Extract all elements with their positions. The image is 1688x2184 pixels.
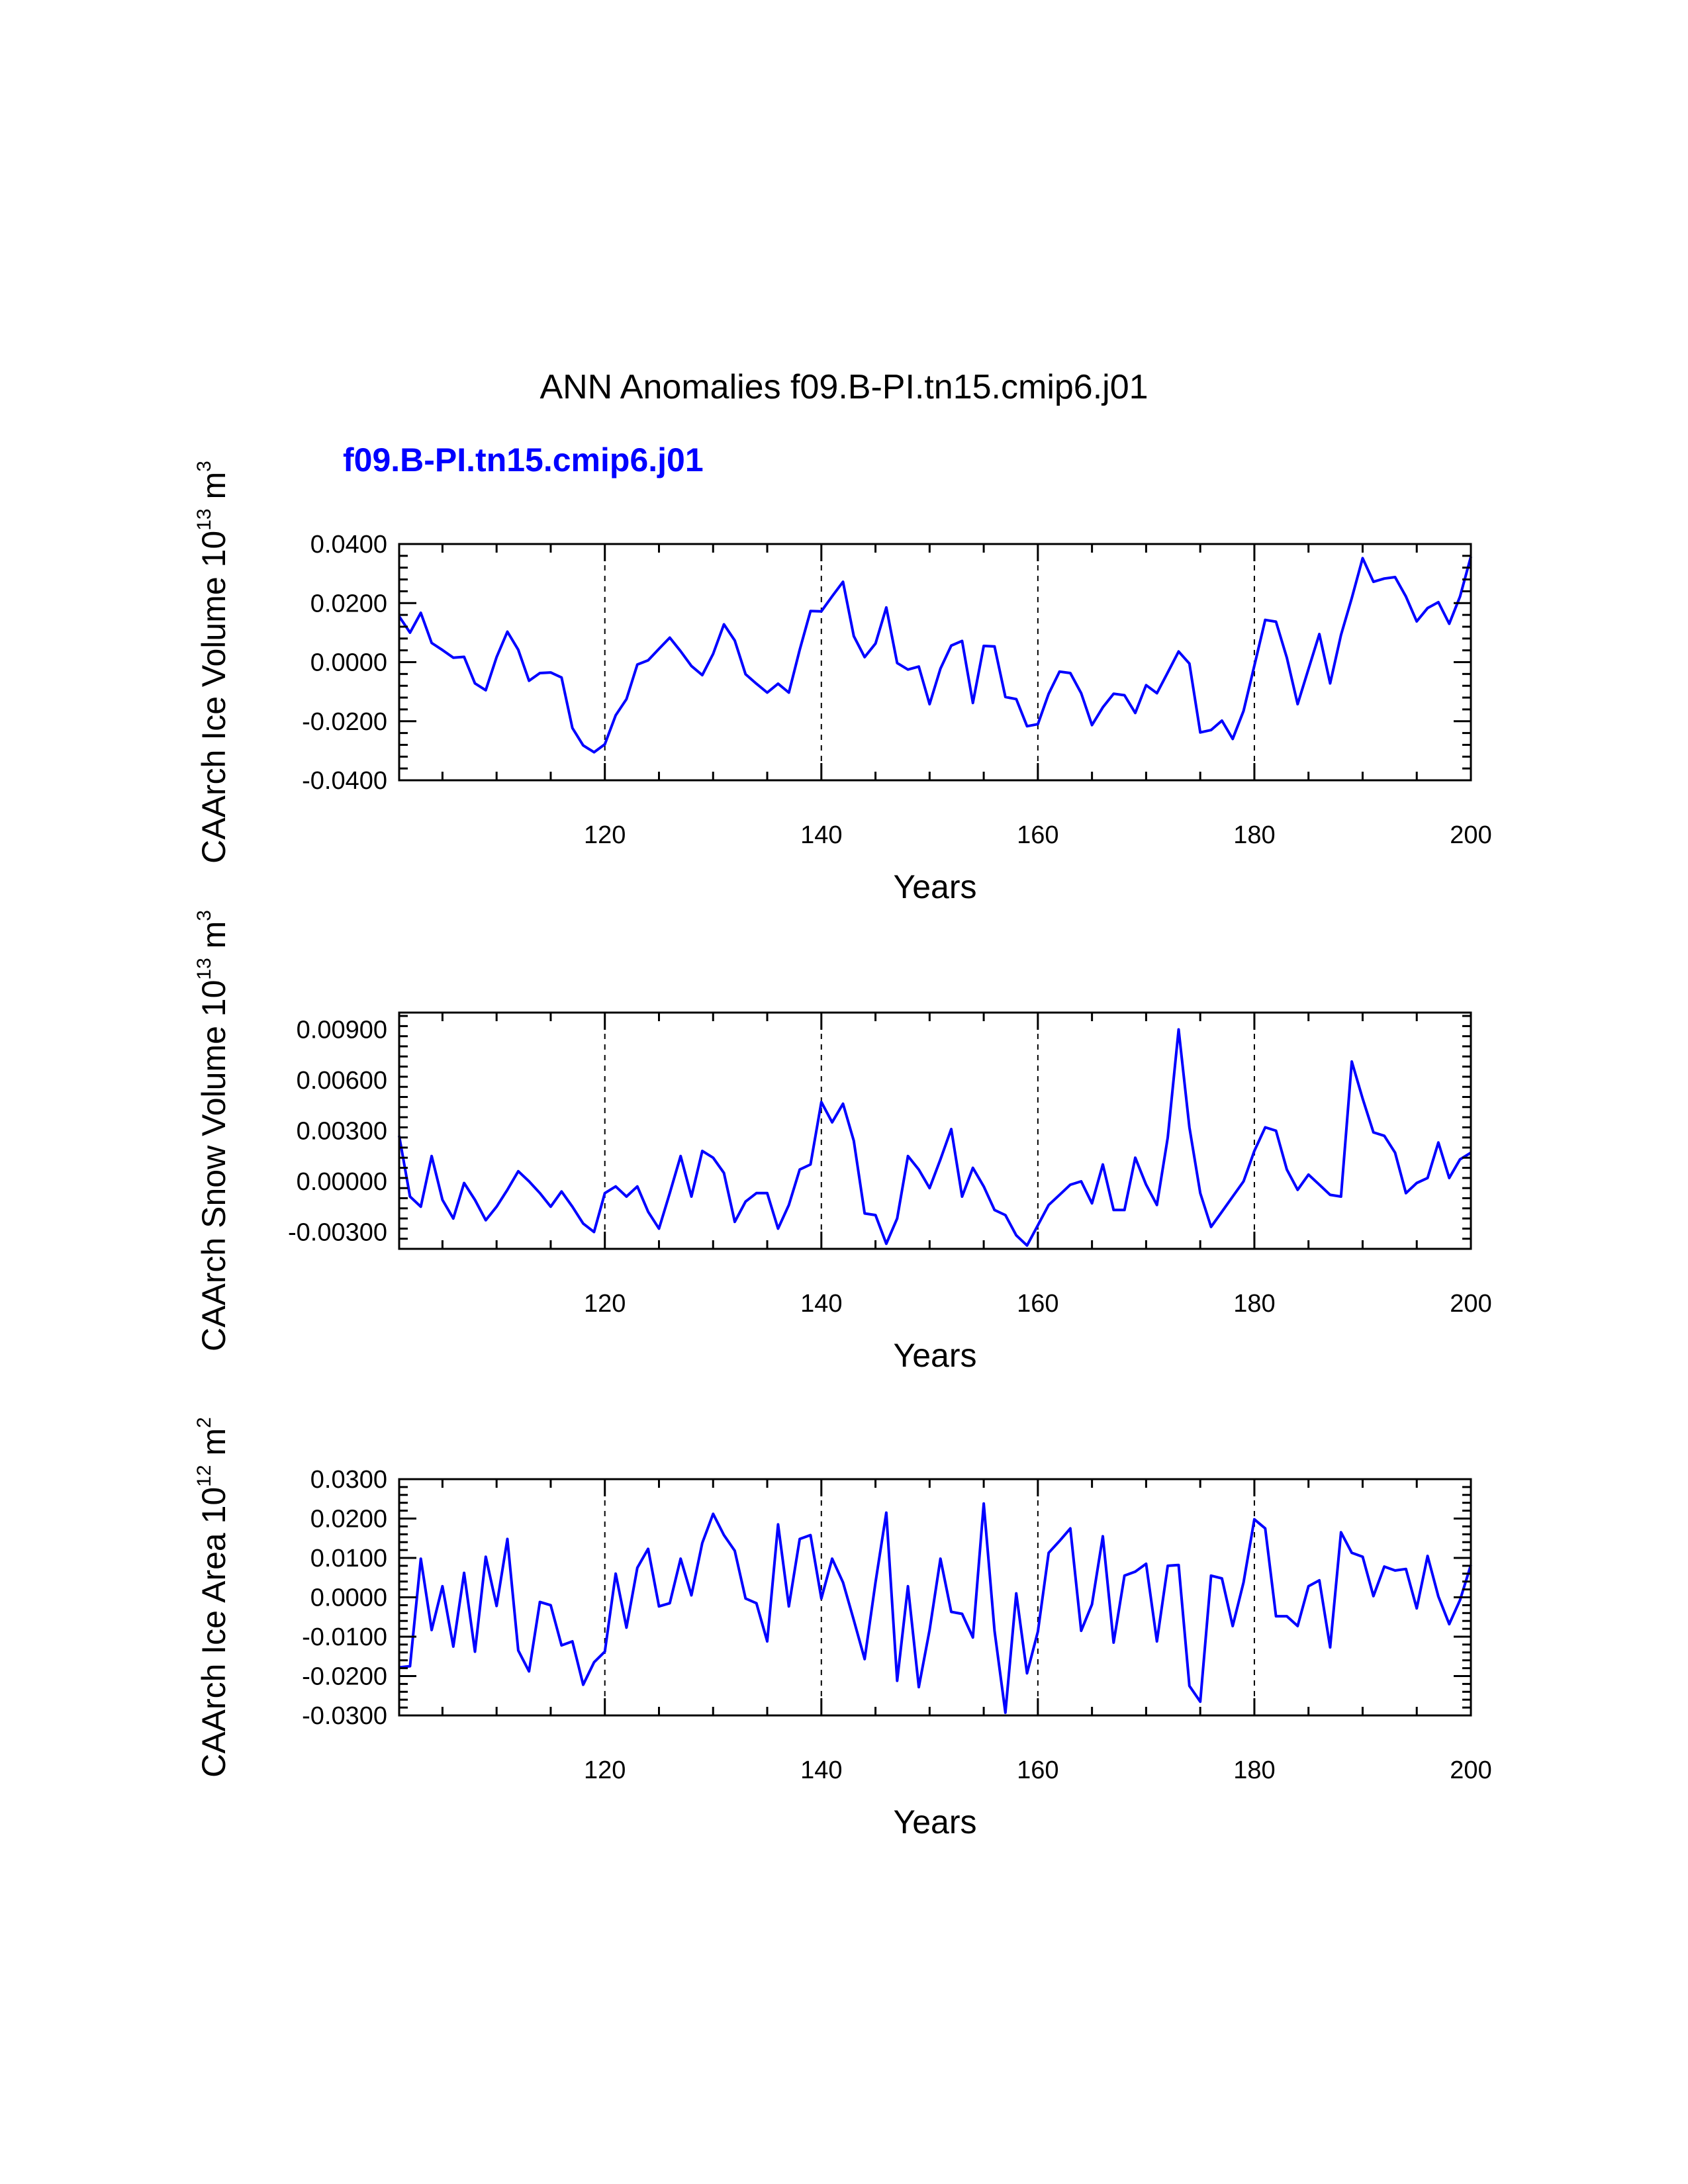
y-tick-label: 0.0100 bbox=[310, 1545, 387, 1572]
x-tick-label: 200 bbox=[1450, 1756, 1491, 1784]
x-tick-label: 160 bbox=[1017, 1290, 1058, 1318]
y-axis-label-text: CAArch Snow Volume 10 bbox=[195, 980, 232, 1351]
y-axis-label-exponent: 12 bbox=[193, 1465, 215, 1486]
x-tick-label: 200 bbox=[1450, 821, 1491, 849]
y-tick-label: -0.0200 bbox=[302, 1663, 387, 1691]
x-axis-label: Years bbox=[893, 1337, 976, 1374]
chart-panel-ice-volume: 120 140 160 180 200 -0.0400 -0.0200 0.0000 0.020… bbox=[193, 461, 1492, 905]
x-tick-label: 140 bbox=[800, 1756, 842, 1784]
y-axis-label-exponent: 13 bbox=[193, 958, 215, 979]
y-tick-label: 0.00600 bbox=[297, 1067, 387, 1095]
y-axis-label-unit-exponent: 3 bbox=[193, 461, 215, 472]
y-tick-label: 0.0200 bbox=[310, 1506, 387, 1533]
y-tick-label: -0.0400 bbox=[302, 767, 387, 795]
y-tick-label: -0.0300 bbox=[302, 1702, 387, 1730]
x-tick-label: 120 bbox=[584, 821, 626, 849]
y-axis-label: CAArch Ice Area 1012 m2 bbox=[193, 1417, 232, 1778]
y-tick-label: 0.0000 bbox=[310, 649, 387, 677]
y-tick-label: 0.00300 bbox=[297, 1118, 387, 1146]
plot-frame bbox=[398, 1011, 1472, 1250]
y-tick-label: -0.0100 bbox=[302, 1623, 387, 1651]
x-axis-label: Years bbox=[893, 1803, 976, 1841]
x-tick-label: 140 bbox=[800, 1290, 842, 1318]
y-tick-label: 0.00000 bbox=[297, 1168, 387, 1196]
y-axis-label: CAArch Ice Volume 1013 m3 bbox=[193, 461, 232, 864]
y-tick-label: -0.0200 bbox=[302, 708, 387, 736]
y-axis-label-unit-exponent: 2 bbox=[193, 1417, 215, 1428]
series-line bbox=[399, 1502, 1472, 1714]
x-tick-label: 160 bbox=[1017, 821, 1058, 849]
y-axis-label: CAArch Snow Volume 1013 m3 bbox=[193, 910, 232, 1351]
x-tick-label: 180 bbox=[1233, 1290, 1275, 1318]
x-tick-label: 200 bbox=[1450, 1290, 1491, 1318]
x-tick-label: 120 bbox=[584, 1290, 626, 1318]
y-axis-label-unit-exponent: 3 bbox=[193, 910, 215, 921]
y-tick-label: 0.0000 bbox=[310, 1584, 387, 1612]
x-tick-label: 140 bbox=[800, 821, 842, 849]
y-axis-label-unit: m bbox=[195, 1428, 232, 1465]
y-axis-label-text: CAArch Ice Volume 10 bbox=[195, 531, 232, 864]
series-line bbox=[398, 1028, 1472, 1247]
chart-panels: 120 140 160 180 200 -0.0400 -0.0200 0.0000 0.020… bbox=[193, 461, 1492, 1841]
y-axis-label-unit: m bbox=[195, 472, 232, 509]
figure-title: ANN Anomalies f09.B-PI.tn15.cmip6.j01 bbox=[539, 368, 1148, 406]
y-axis-label-unit: m bbox=[195, 921, 232, 958]
y-tick-label: 0.0400 bbox=[310, 531, 387, 559]
y-tick-label: 0.00900 bbox=[297, 1017, 387, 1044]
y-axis-label-exponent: 13 bbox=[193, 508, 215, 530]
x-axis-label: Years bbox=[893, 868, 976, 905]
series-line bbox=[398, 556, 1472, 754]
y-axis-label-text: CAArch Ice Area 10 bbox=[195, 1487, 232, 1778]
chart-panel-ice-area: 120 140 160 180 200 -0.0300 -0.0200 -0.0100 0.00… bbox=[193, 1417, 1492, 1841]
chart-panel-snow-volume: 120 140 160 180 200 -0.00300 0.00000 0.00300 0.0… bbox=[193, 910, 1492, 1374]
x-tick-label: 180 bbox=[1233, 821, 1275, 849]
case-label: f09.B-PI.tn15.cmip6.j01 bbox=[343, 441, 704, 478]
y-tick-label: -0.00300 bbox=[288, 1219, 387, 1247]
x-tick-label: 120 bbox=[584, 1756, 626, 1784]
x-tick-label: 180 bbox=[1233, 1756, 1275, 1784]
x-tick-label: 160 bbox=[1017, 1756, 1058, 1784]
y-tick-label: 0.0200 bbox=[310, 590, 387, 617]
y-tick-label: 0.0300 bbox=[310, 1466, 387, 1494]
